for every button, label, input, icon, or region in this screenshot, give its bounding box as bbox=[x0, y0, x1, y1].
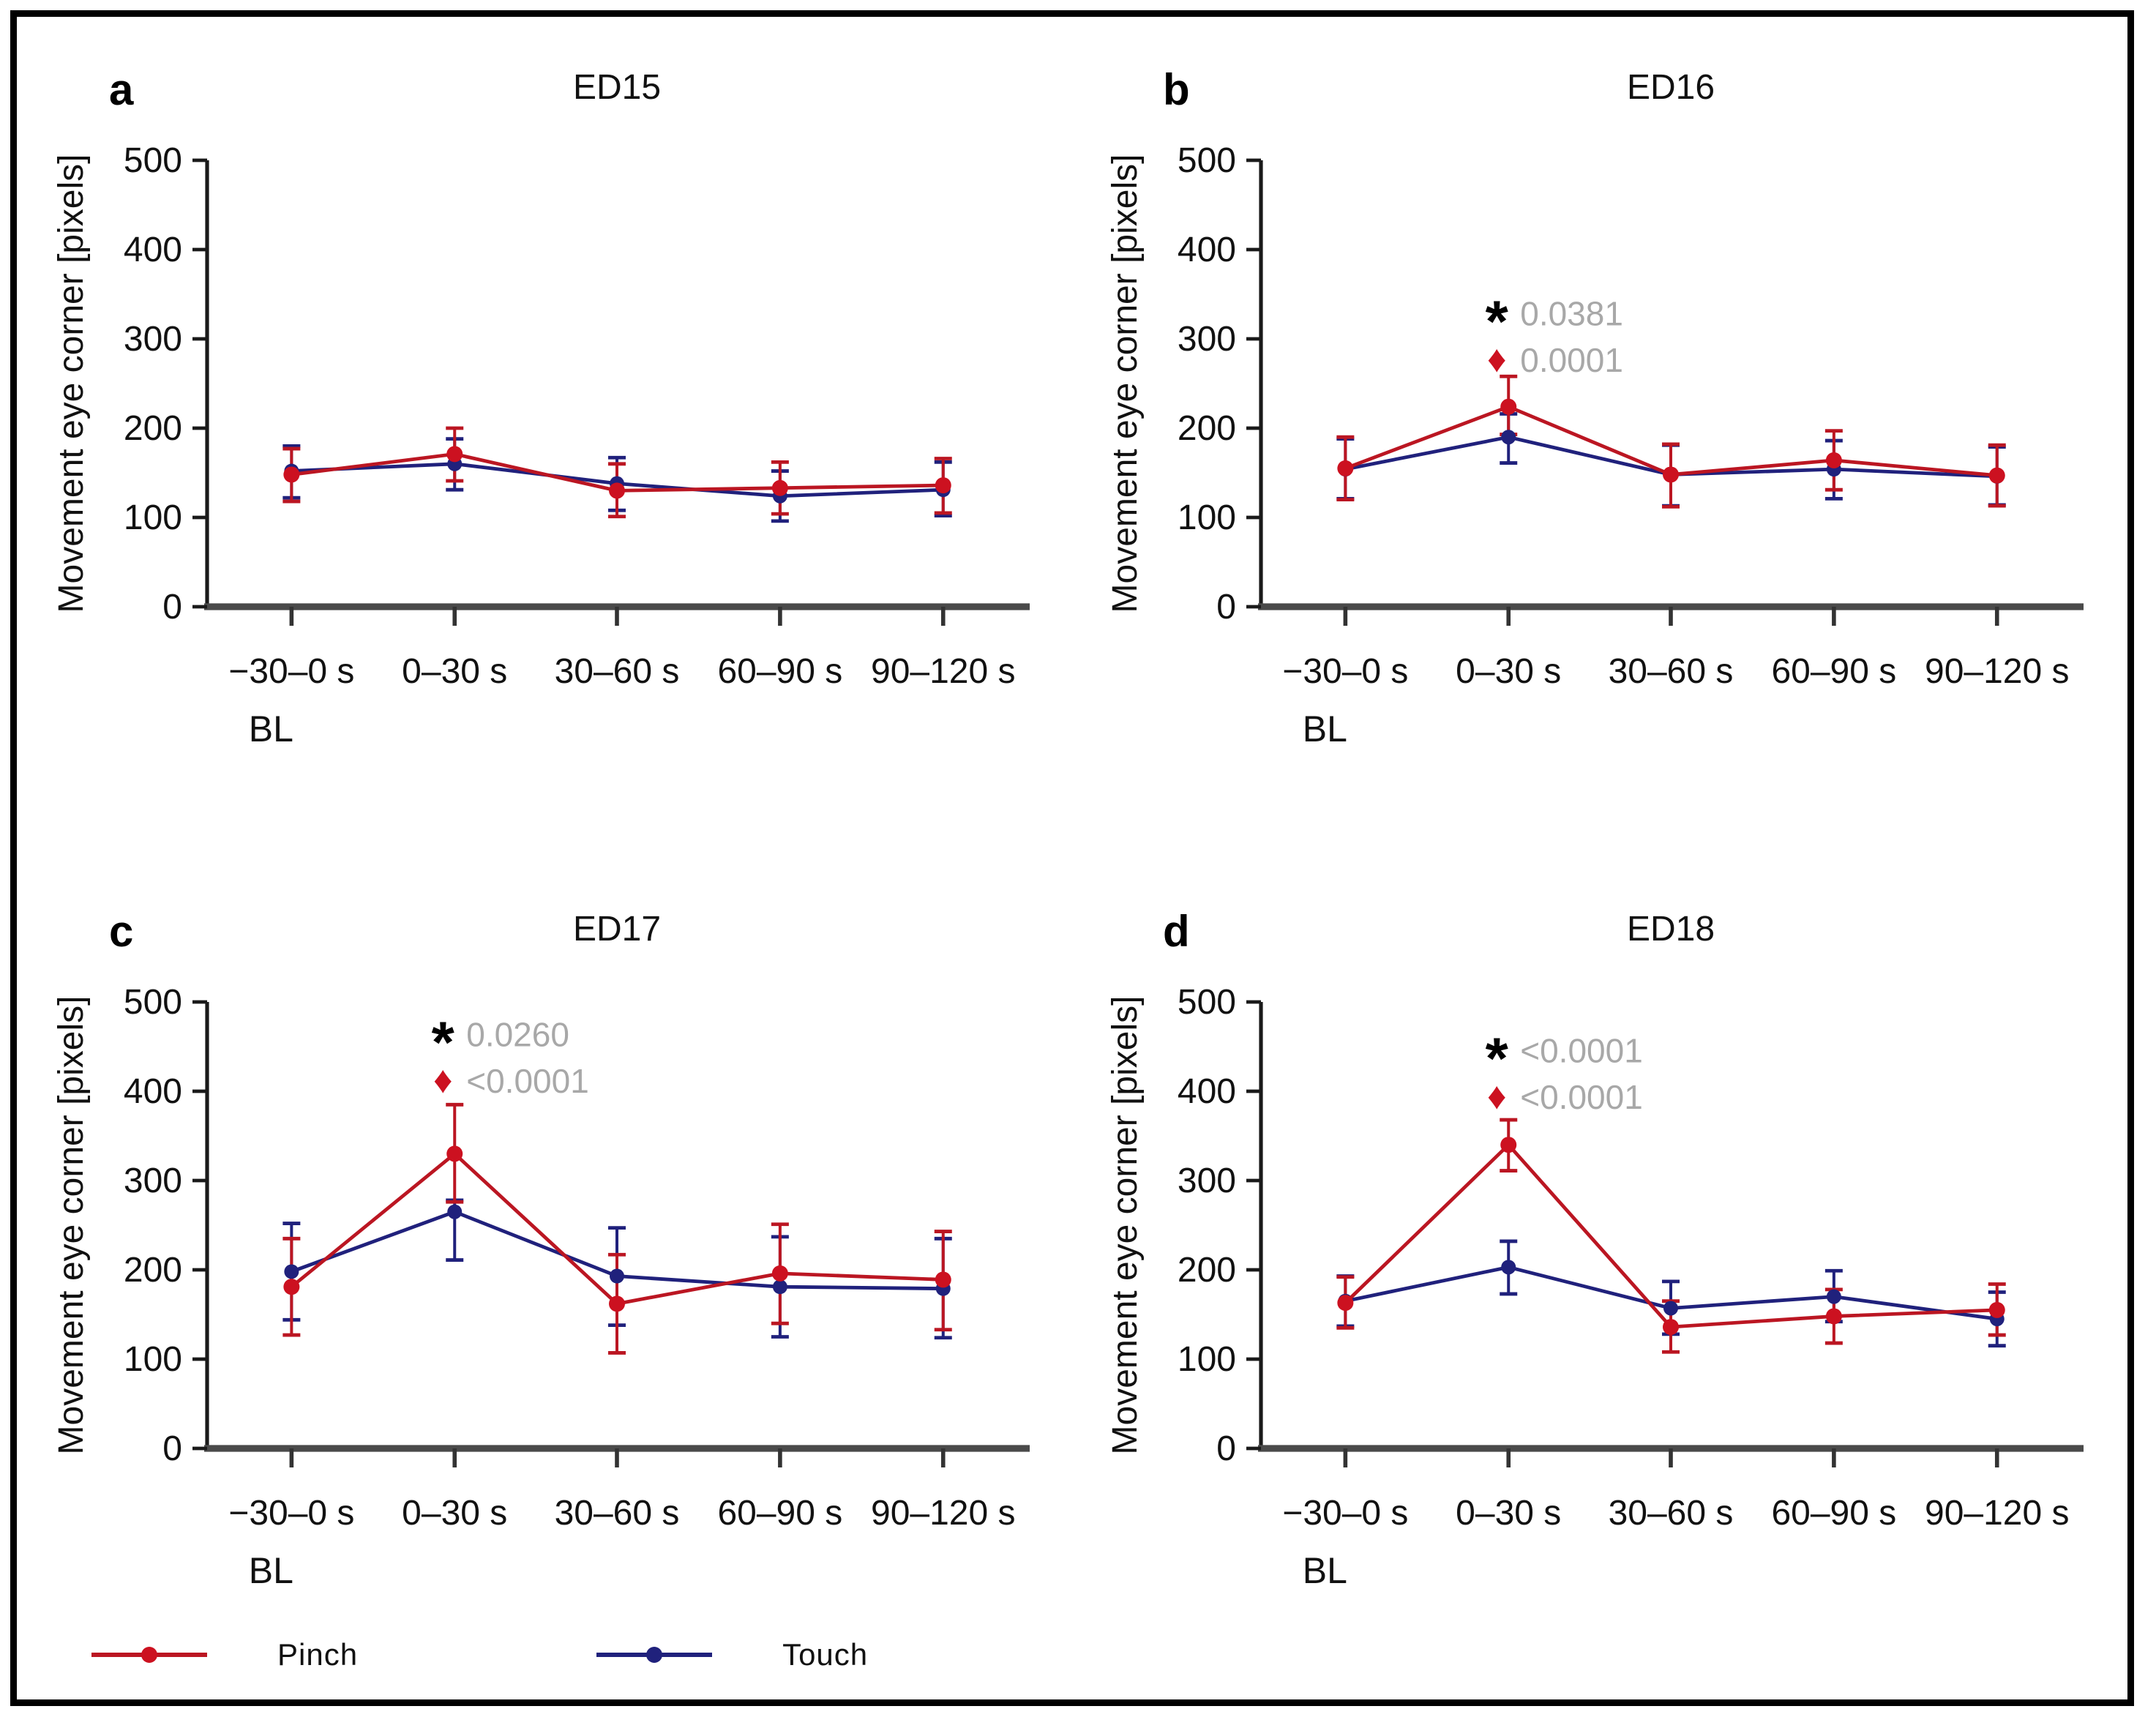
y-tick-label: 200 bbox=[124, 409, 182, 448]
y-tick-label: 0 bbox=[162, 588, 182, 627]
diamond-icon: ♦ bbox=[433, 1059, 453, 1101]
series-markers-pinch bbox=[283, 1145, 951, 1312]
panel-letter: b bbox=[1163, 65, 1190, 114]
baseline-label: BL bbox=[249, 708, 293, 749]
x-tick-label: 0–30 s bbox=[1456, 1494, 1561, 1533]
p-value-label: 0.0001 bbox=[1520, 341, 1623, 379]
legend: Pinch Touch bbox=[87, 1637, 2127, 1672]
chart-ed17: c ED17 0 100 200 300 400 500 Movement eye corner… bbox=[52, 907, 1030, 1591]
y-tick-label: 200 bbox=[124, 1251, 182, 1290]
x-tick-label: 60–90 s bbox=[1771, 1494, 1896, 1533]
legend-item-touch: Touch bbox=[592, 1637, 868, 1672]
baseline-label: BL bbox=[249, 1550, 293, 1591]
series-markers-pinch bbox=[1337, 398, 2005, 484]
panel-title: ED17 bbox=[573, 910, 661, 949]
y-axis-label: Movement eye corner [pixels] bbox=[52, 996, 91, 1455]
y-tick-label: 500 bbox=[1178, 983, 1236, 1022]
baseline-label: BL bbox=[1303, 708, 1347, 749]
y-tick-label: 100 bbox=[124, 498, 182, 537]
panel-letter: d bbox=[1163, 907, 1190, 956]
panel-title: ED18 bbox=[1627, 910, 1715, 949]
asterisk-icon: * bbox=[1486, 1026, 1509, 1091]
chart-ed18: d ED18 0 100 200 300 400 500 Movement eye corner… bbox=[1106, 907, 2084, 1591]
y-tick-label: 0 bbox=[1216, 1429, 1236, 1468]
x-tick-label: 30–60 s bbox=[555, 652, 680, 691]
y-axis-label: Movement eye corner [pixels] bbox=[1106, 154, 1145, 613]
diamond-icon: ♦ bbox=[1487, 338, 1507, 381]
panel-letter: c bbox=[109, 907, 133, 956]
diamond-icon: ♦ bbox=[1487, 1075, 1507, 1118]
x-tick-label: 90–120 s bbox=[871, 1494, 1016, 1533]
x-tick-label: 0–30 s bbox=[1456, 652, 1561, 691]
chart-ed16: b ED16 0 100 200 300 400 500 Movement eye corner… bbox=[1106, 65, 2084, 749]
x-tick-label: 60–90 s bbox=[717, 1494, 842, 1533]
p-value-label: <0.0001 bbox=[466, 1062, 589, 1100]
y-tick-label: 300 bbox=[1178, 320, 1236, 359]
chart-ed15: a ED15 0 100 200 300 400 500 Movement eye corner… bbox=[52, 65, 1030, 749]
asterisk-icon: * bbox=[1486, 288, 1509, 354]
panel-b: b ED16 0 100 200 300 400 500 Movement eye corner… bbox=[1093, 43, 2103, 775]
p-value-label: <0.0001 bbox=[1520, 1032, 1643, 1070]
error-bars-pinch bbox=[1336, 374, 2006, 509]
y-tick-label: 300 bbox=[124, 320, 182, 359]
y-tick-label: 100 bbox=[1178, 498, 1236, 537]
panel-letter: a bbox=[109, 65, 134, 114]
panel-a: a ED15 0 100 200 300 400 500 Movement eye corner… bbox=[39, 43, 1049, 775]
y-axis-label: Movement eye corner [pixels] bbox=[1106, 996, 1145, 1455]
baseline-label: BL bbox=[1303, 1550, 1347, 1591]
x-tick-label: −30–0 s bbox=[1282, 652, 1408, 691]
y-tick-label: 100 bbox=[1178, 1340, 1236, 1379]
x-tick-label: 0–30 s bbox=[402, 1494, 507, 1533]
series-markers-pinch bbox=[283, 446, 951, 499]
touch-line-icon bbox=[596, 1647, 713, 1663]
y-tick-label: 300 bbox=[124, 1162, 182, 1200]
y-tick-label: 400 bbox=[124, 231, 182, 269]
panel-title: ED16 bbox=[1627, 68, 1715, 107]
legend-item-pinch: Pinch bbox=[87, 1637, 358, 1672]
figure-frame: a ED15 0 100 200 300 400 500 Movement eye corner… bbox=[10, 10, 2134, 1706]
panel-d: d ED18 0 100 200 300 400 500 Movement eye corner… bbox=[1093, 885, 2103, 1617]
pinch-legend-marker bbox=[141, 1647, 157, 1663]
y-tick-label: 400 bbox=[1178, 1072, 1236, 1111]
y-tick-label: 400 bbox=[1178, 231, 1236, 269]
y-tick-label: 100 bbox=[124, 1340, 182, 1379]
x-tick-label: 90–120 s bbox=[1925, 652, 2070, 691]
p-value-label: 0.0381 bbox=[1520, 294, 1623, 332]
y-tick-label: 300 bbox=[1178, 1162, 1236, 1200]
p-value-label: <0.0001 bbox=[1520, 1078, 1643, 1116]
panel-c: c ED17 0 100 200 300 400 500 Movement eye corner… bbox=[39, 885, 1049, 1617]
legend-label-pinch: Pinch bbox=[277, 1637, 359, 1672]
y-tick-label: 400 bbox=[124, 1072, 182, 1111]
x-tick-label: −30–0 s bbox=[228, 652, 354, 691]
x-tick-label: 60–90 s bbox=[717, 652, 842, 691]
x-tick-label: 30–60 s bbox=[1609, 1494, 1734, 1533]
p-value-label: 0.0260 bbox=[466, 1016, 569, 1054]
panel-title: ED15 bbox=[573, 68, 661, 107]
x-tick-label: −30–0 s bbox=[228, 1494, 354, 1533]
legend-label-touch: Touch bbox=[782, 1637, 869, 1672]
y-tick-label: 200 bbox=[1178, 409, 1236, 448]
y-tick-label: 0 bbox=[1216, 588, 1236, 627]
x-tick-label: 30–60 s bbox=[1609, 652, 1734, 691]
asterisk-icon: * bbox=[432, 1010, 455, 1075]
touch-legend-marker bbox=[646, 1647, 663, 1663]
x-tick-label: 0–30 s bbox=[402, 652, 507, 691]
x-tick-label: 30–60 s bbox=[555, 1494, 680, 1533]
panels-grid: a ED15 0 100 200 300 400 500 Movement eye corner… bbox=[17, 17, 2127, 1617]
y-axis-label: Movement eye corner [pixels] bbox=[52, 154, 91, 613]
x-tick-label: 60–90 s bbox=[1771, 652, 1896, 691]
y-tick-label: 500 bbox=[1178, 141, 1236, 180]
series-markers-pinch bbox=[1337, 1137, 2005, 1336]
x-tick-label: 90–120 s bbox=[871, 652, 1016, 691]
pinch-line-icon bbox=[91, 1647, 207, 1663]
error-bars-pinch bbox=[1336, 1118, 2006, 1354]
y-tick-label: 200 bbox=[1178, 1251, 1236, 1290]
y-tick-label: 500 bbox=[124, 983, 182, 1022]
error-bars-pinch bbox=[282, 426, 952, 519]
y-tick-label: 0 bbox=[162, 1429, 182, 1468]
x-tick-label: −30–0 s bbox=[1282, 1494, 1408, 1533]
y-tick-label: 500 bbox=[124, 141, 182, 180]
x-tick-label: 90–120 s bbox=[1925, 1494, 2070, 1533]
